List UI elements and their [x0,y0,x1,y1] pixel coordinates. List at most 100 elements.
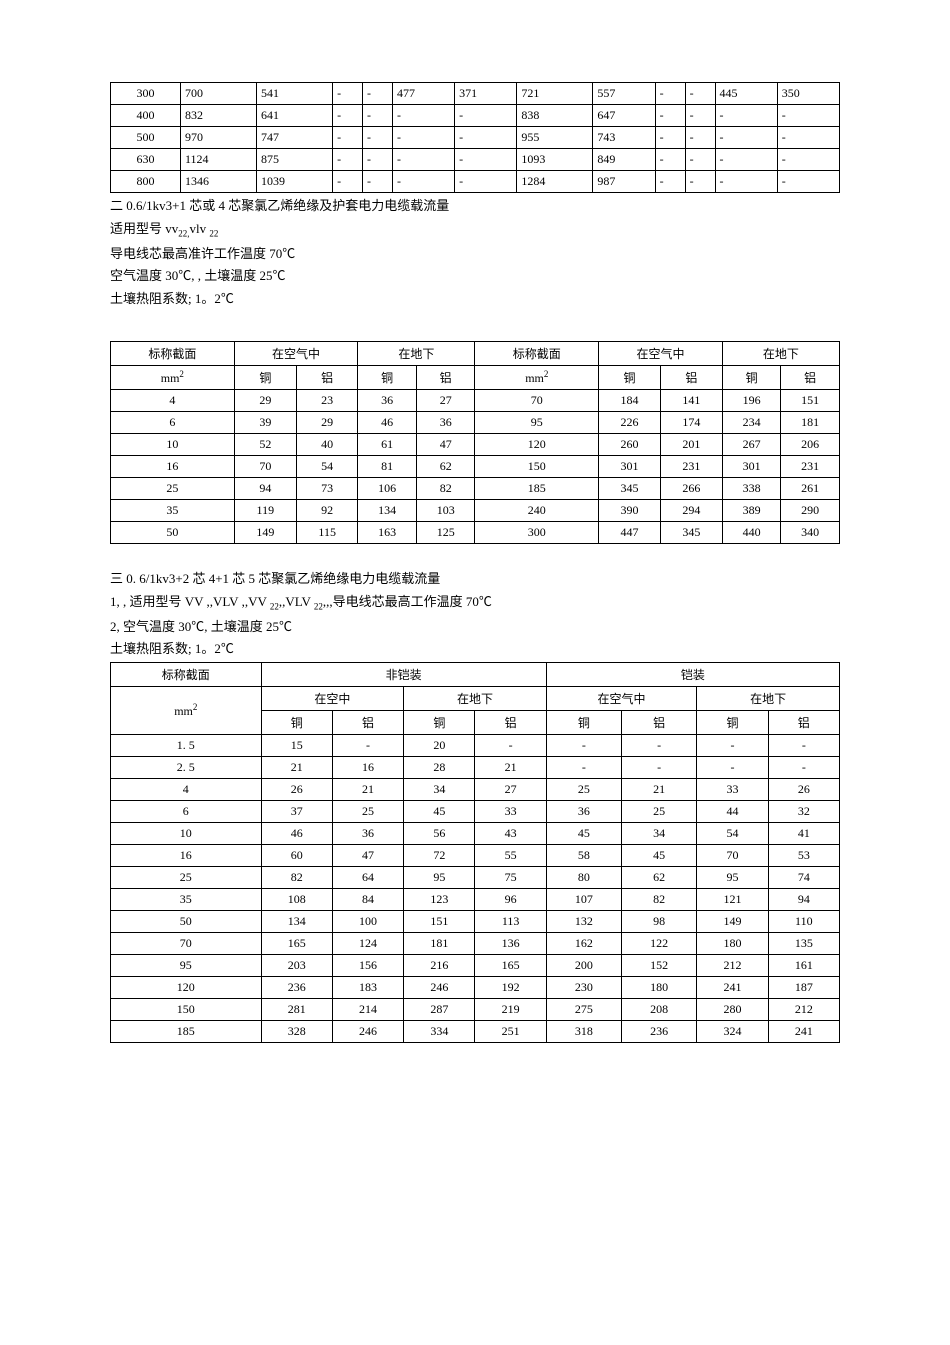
t2-h1-2: 在地下 [358,342,475,366]
cell: 267 [722,434,781,456]
cell: - [622,756,697,778]
cell: 287 [404,998,475,1020]
cell: 4 [111,390,235,412]
cell: - [655,83,685,105]
t3-h2-1: 在地下 [404,686,547,710]
cell: 275 [546,998,621,1020]
table-row: 3510884123961078212194 [111,888,840,910]
cell: 95 [697,866,768,888]
t2-h1-0: 标称截面 [111,342,235,366]
cell: 318 [546,1020,621,1042]
table-3-header-row-1: 标称截面 非铠装 铠装 [111,662,840,686]
cell: 400 [111,105,181,127]
cell: 371 [455,83,517,105]
table-row: 25947310682185345266338261 [111,478,840,500]
cell: 281 [261,998,332,1020]
cell: 121 [697,888,768,910]
cell: - [455,127,517,149]
cell: 236 [261,976,332,998]
cell: 2. 5 [111,756,262,778]
cell: 241 [768,1020,839,1042]
cell: 174 [660,412,722,434]
cell: - [392,127,454,149]
cell: 92 [297,500,358,522]
cell: 345 [660,522,722,544]
cell: 34 [622,822,697,844]
table-row: 50149115163125300447345440340 [111,522,840,544]
cell: 236 [622,1020,697,1042]
table-3: 标称截面 非铠装 铠装 mm2 在空中 在地下 在空气中 在地下 铜 铝 铜 铝… [110,662,840,1043]
cell: 21 [475,756,546,778]
cell: 181 [781,412,840,434]
cell: 832 [181,105,257,127]
t3-h3-2: 铜 [404,710,475,734]
cell: 445 [715,83,777,105]
cell: 45 [546,822,621,844]
t3-h3-5: 铝 [622,710,697,734]
cell: 37 [261,800,332,822]
t2-h2-7: 铜 [722,366,781,390]
t2-h1-1: 在空气中 [234,342,358,366]
table-row: 80013461039----1284987---- [111,171,840,193]
cell: 122 [622,932,697,954]
cell: 26 [768,778,839,800]
cell: 20 [404,734,475,756]
cell: 389 [722,500,781,522]
cell: 47 [332,844,403,866]
t3-h1-0: 标称截面 [111,662,262,686]
cell: 328 [261,1020,332,1042]
cell: 203 [261,954,332,976]
cell: 84 [332,888,403,910]
cell: 231 [781,456,840,478]
cell: 301 [722,456,781,478]
cell: 82 [622,888,697,910]
cell: 32 [768,800,839,822]
section2-line3: 空气温度 30℃, , 土壤温度 25℃ [110,266,840,286]
t3-h1-1: 非铠装 [261,662,546,686]
cell: 165 [475,954,546,976]
cell: 300 [111,83,181,105]
cell: - [363,83,393,105]
cell: 52 [234,434,296,456]
cell: 1093 [517,149,593,171]
cell: 33 [475,800,546,822]
t2-h2-3: 铝 [416,366,475,390]
t3-h3-0: 铜 [261,710,332,734]
cell: 219 [475,998,546,1020]
cell: - [697,756,768,778]
cell: 280 [697,998,768,1020]
cell: 477 [392,83,454,105]
cell: 6 [111,800,262,822]
table-2-header-row-1: 标称截面 在空气中 在地下 标称截面 在空气中 在地下 [111,342,840,366]
table-row: 1052406147120260201267206 [111,434,840,456]
table-row: 6301124875----1093849---- [111,149,840,171]
section2-line1: 适用型号 vv22,vlv 22 [110,219,840,241]
section2-line1-a: 适用型号 vv [110,221,178,236]
cell: - [655,127,685,149]
cell: - [715,171,777,193]
cell: 98 [622,910,697,932]
section3-line1-sub1: 22 [270,601,279,611]
cell: 4 [111,778,262,800]
cell: 230 [546,976,621,998]
cell: 113 [475,910,546,932]
cell: 647 [593,105,655,127]
cell: 212 [768,998,839,1020]
cell: 28 [404,756,475,778]
t2-h2-8: 铝 [781,366,840,390]
cell: 251 [475,1020,546,1042]
cell: 16 [332,756,403,778]
cell: 134 [261,910,332,932]
cell: 350 [777,83,839,105]
cell: 10 [111,434,235,456]
cell: 260 [599,434,661,456]
cell: 132 [546,910,621,932]
cell: 955 [517,127,593,149]
cell: - [546,734,621,756]
cell: - [392,105,454,127]
cell: 120 [475,434,599,456]
table-row: 63929463695226174234181 [111,412,840,434]
table-row: 400832641----838647---- [111,105,840,127]
cell: 241 [697,976,768,998]
cell: 62 [416,456,475,478]
